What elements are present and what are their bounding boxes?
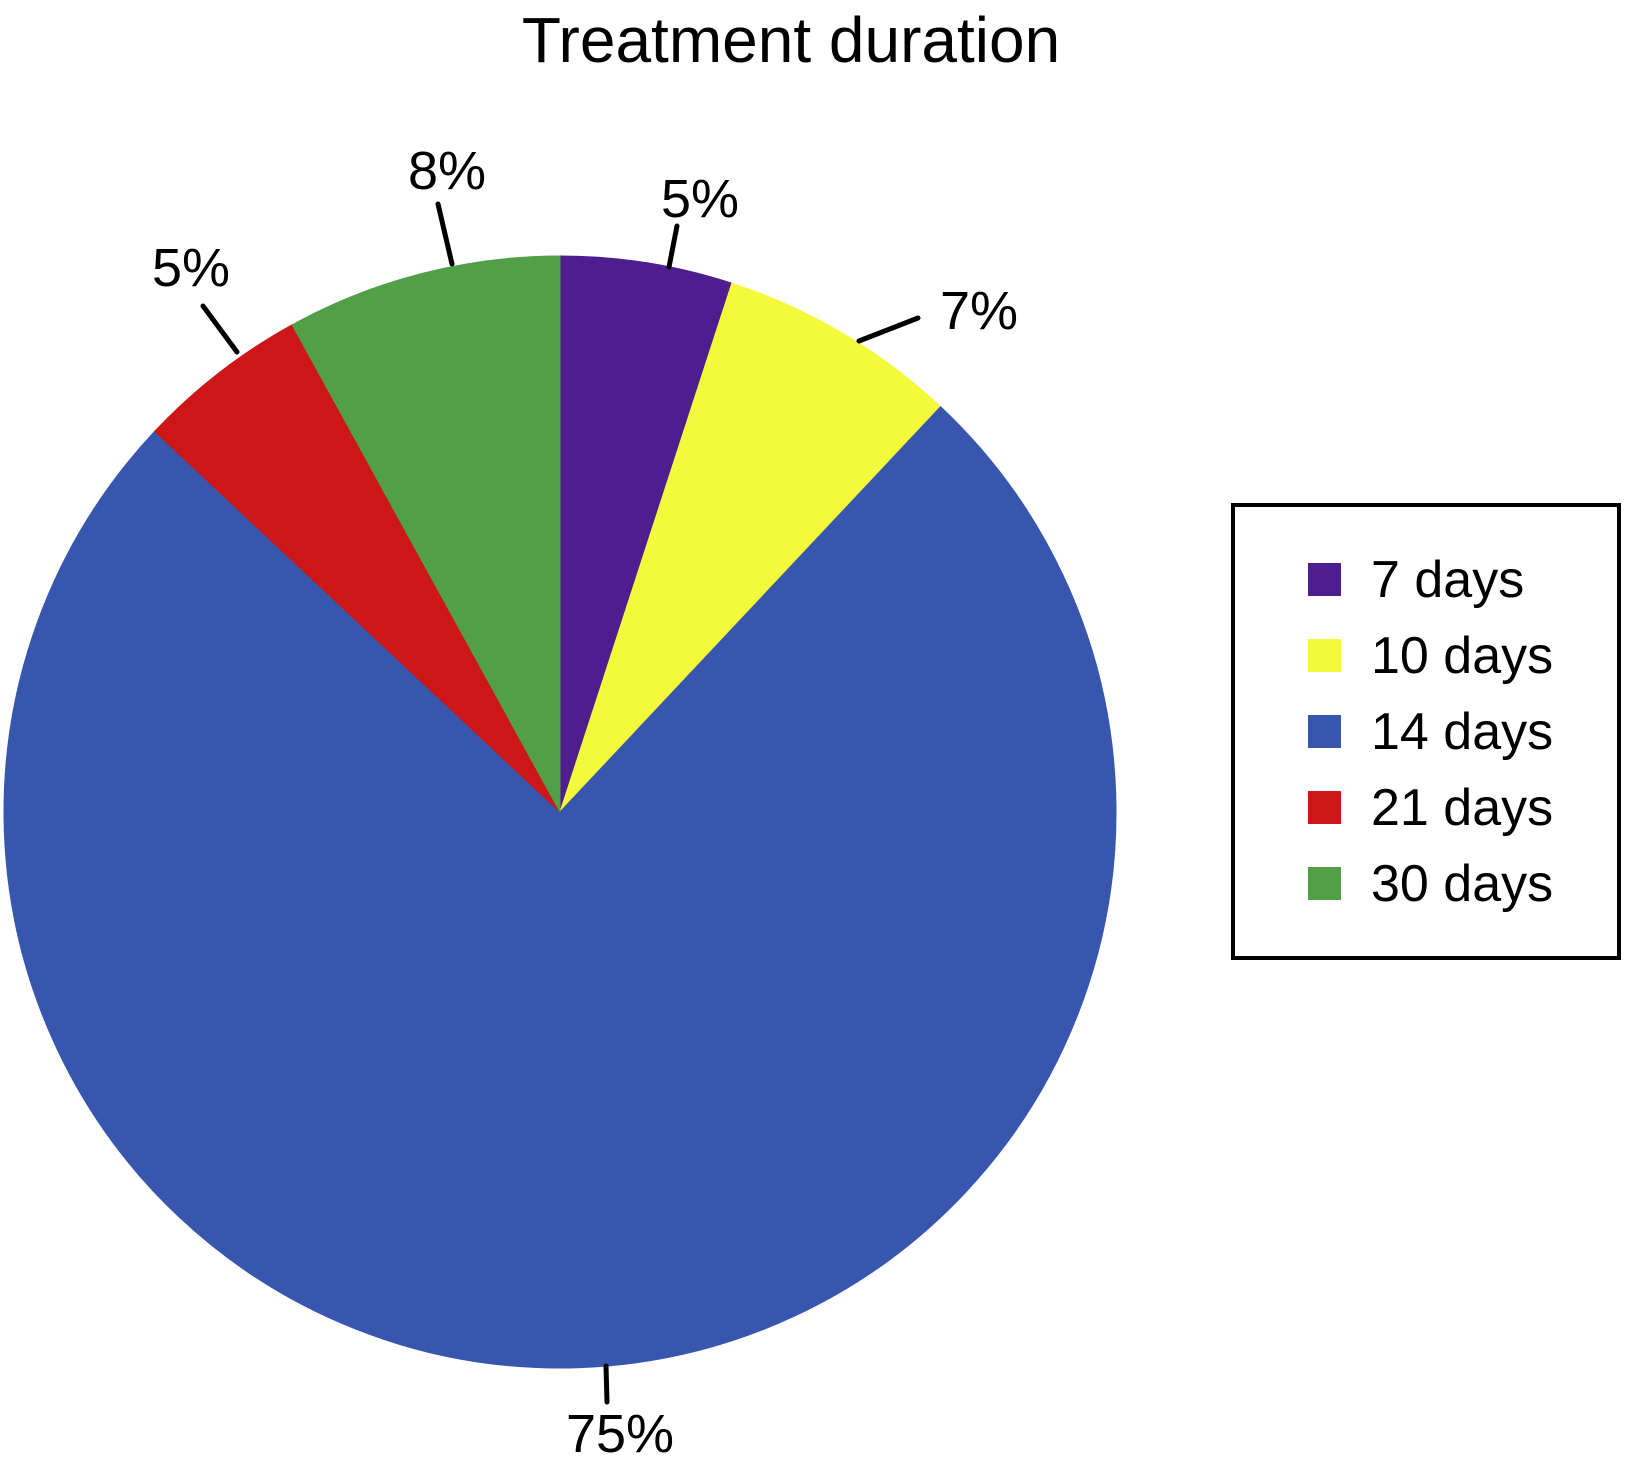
slice-percent-labels: 5% 7% 75% 5% 8%	[152, 141, 1018, 1464]
leader-line-10-days	[856, 315, 921, 344]
pie-slice-14-days	[3, 405, 1117, 1369]
leader-line-21-days	[200, 303, 240, 355]
percent-label-21-days: 5%	[152, 238, 230, 298]
legend-label: 30 days	[1371, 854, 1554, 913]
pie-slice-7-days	[559, 255, 733, 813]
leader-line-30-days	[435, 201, 455, 267]
legend-label: 14 days	[1371, 702, 1554, 761]
legend-label: 10 days	[1371, 626, 1554, 685]
legend-label: 7 days	[1371, 550, 1525, 609]
legend-item-10-days: 10 days	[1308, 618, 1617, 694]
legend-item-7-days: 7 days	[1308, 542, 1617, 618]
leader-line-14-days	[603, 1363, 610, 1405]
pie-slice-21-days	[153, 324, 561, 813]
pie-slice-10-days	[559, 282, 942, 813]
chart-title: Treatment duration	[522, 4, 1060, 76]
percent-label-7-days: 5%	[661, 169, 739, 229]
leader-line-7-days	[666, 223, 680, 270]
pie-slices	[3, 255, 1117, 1369]
legend-swatch-icon	[1308, 715, 1341, 748]
legend: 7 days 10 days 14 days 21 days 30 days	[1231, 503, 1621, 960]
legend-swatch-icon	[1308, 639, 1341, 672]
legend-item-30-days: 30 days	[1308, 846, 1617, 922]
legend-swatch-icon	[1308, 867, 1341, 900]
legend-swatch-icon	[1308, 791, 1341, 824]
legend-item-14-days: 14 days	[1308, 694, 1617, 770]
pie-slice-30-days	[291, 255, 561, 813]
slice-leader-lines	[200, 201, 921, 1405]
percent-label-10-days: 7%	[940, 281, 1018, 341]
legend-label: 21 days	[1371, 778, 1554, 837]
percent-label-14-days: 75%	[566, 1404, 674, 1464]
legend-item-21-days: 21 days	[1308, 770, 1617, 846]
percent-label-30-days: 8%	[408, 141, 486, 201]
legend-swatch-icon	[1308, 563, 1341, 596]
